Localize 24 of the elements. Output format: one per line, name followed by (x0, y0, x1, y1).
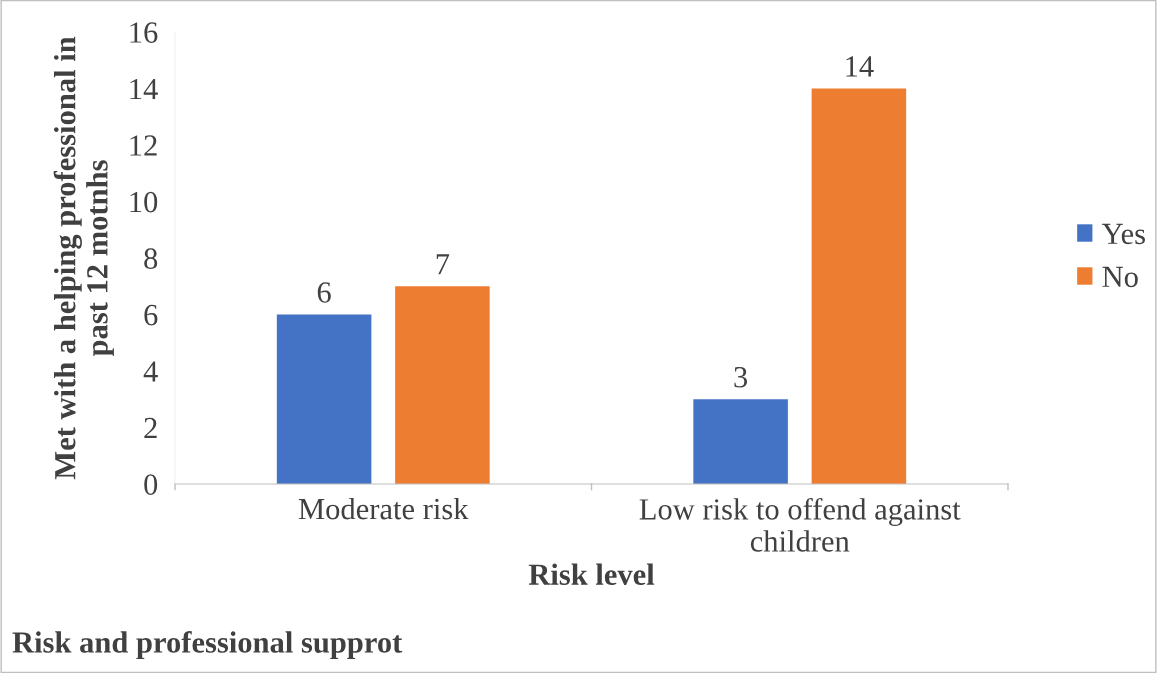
y-tick-label: 14 (130, 78, 158, 100)
bar (276, 314, 372, 484)
y-tick-label: 10 (130, 191, 158, 213)
data-label: 6 (317, 282, 331, 303)
data-label: 3 (734, 366, 748, 388)
data-label: 7 (436, 254, 450, 275)
legend-label: Yes (1101, 223, 1145, 245)
bar (395, 286, 490, 484)
x-tick-label: Low risk to offend against children (639, 497, 961, 552)
y-axis-title: Met with a helping professional in past 12 motnhs (53, 36, 114, 480)
y-tick-label: 4 (143, 361, 158, 382)
x-axis-title: Risk level (528, 563, 655, 585)
bar (693, 399, 788, 484)
y-tick-label: 16 (130, 22, 158, 43)
y-tick-label: 8 (144, 248, 158, 269)
data-label: 14 (846, 56, 874, 77)
y-tick-label: 0 (144, 474, 158, 495)
bar (811, 88, 907, 484)
legend-label: No (1102, 266, 1138, 288)
x-tick-label: Moderate risk (298, 497, 469, 520)
y-tick-label: 2 (144, 417, 157, 439)
y-tick-label: 12 (130, 135, 157, 156)
y-tick-label: 6 (144, 304, 158, 326)
text: Risk and professional supprot (12, 630, 403, 660)
